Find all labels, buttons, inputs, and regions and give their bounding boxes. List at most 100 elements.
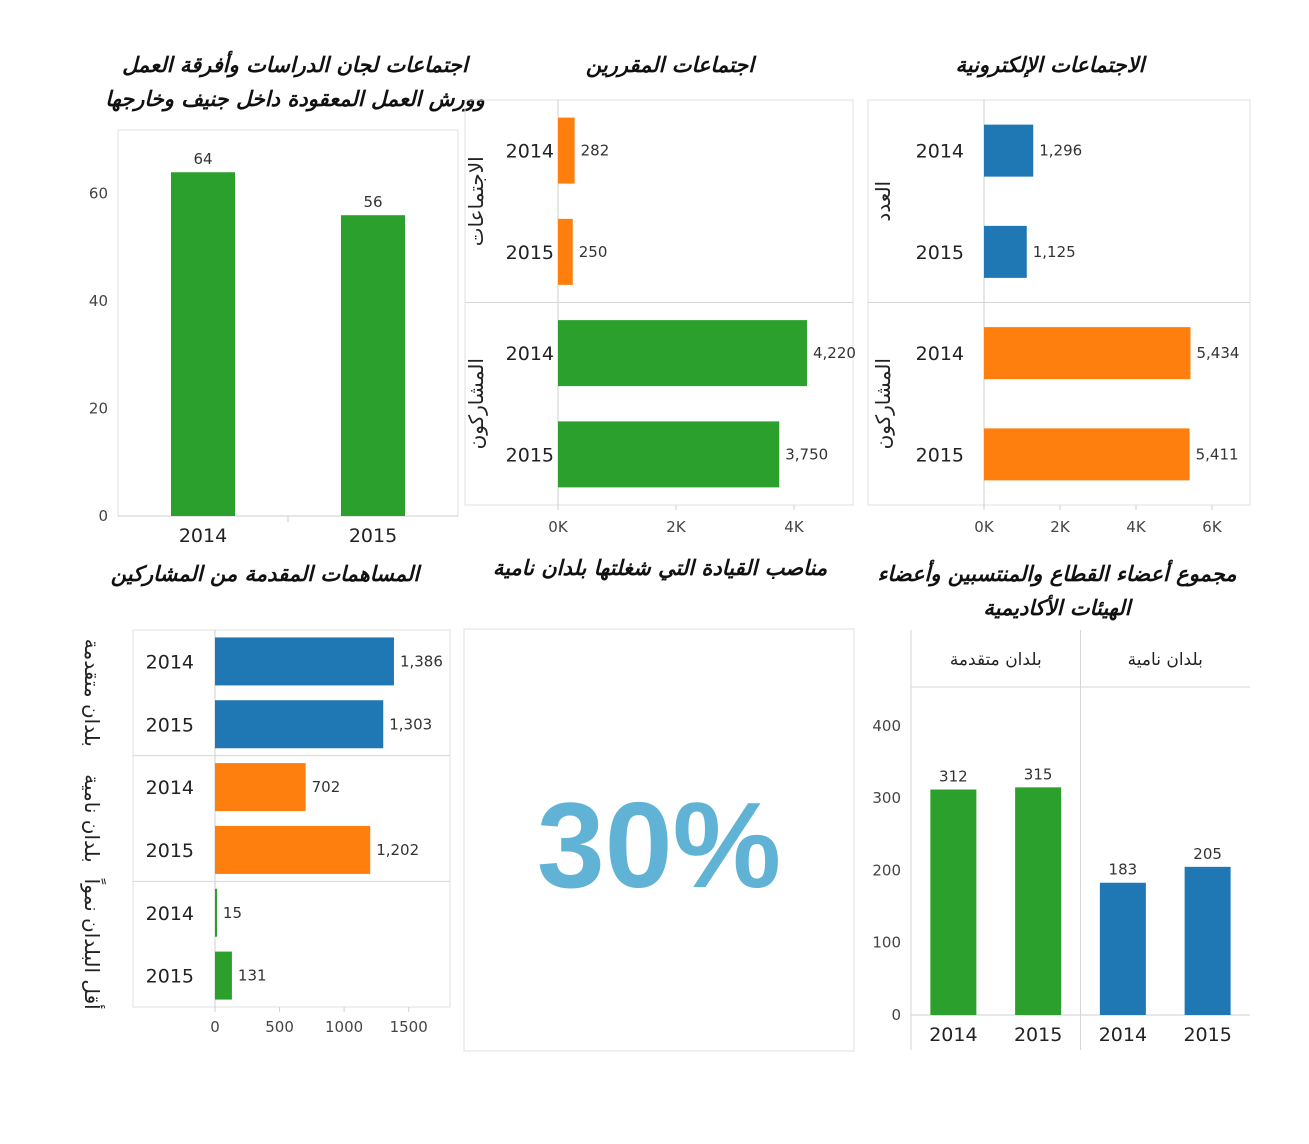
y-tick-label: 20: [89, 400, 108, 418]
group-label: العدد: [871, 181, 895, 222]
bar-value-label: 1,202: [376, 841, 419, 859]
electronic-meetings-chart: العدد 1,296 2014 1,125 2015 المشاركون 5,434 201…: [867, 99, 1251, 536]
category-label: 2015: [146, 840, 194, 862]
bar: [984, 124, 1034, 177]
bar-value-label: 183: [1109, 861, 1138, 879]
y-tick-label: 0: [891, 1006, 901, 1024]
x-tick-label: 0K: [974, 518, 995, 536]
category-label: 2015: [146, 966, 194, 988]
y-tick-label: 60: [89, 185, 108, 203]
bar-value-label: 205: [1193, 845, 1222, 863]
y-tick-label: 400: [872, 717, 901, 735]
x-tick-label: 2014: [179, 525, 227, 547]
x-tick-label: 4K: [784, 518, 805, 536]
category-label: 2014: [146, 651, 194, 673]
x-tick-label: 2015: [1183, 1024, 1231, 1046]
chart5-title: مناصب القيادة التي شغلتها بلدان نامية: [492, 555, 828, 580]
x-tick-label: 6K: [1202, 518, 1223, 536]
bar-value-label: 56: [363, 193, 382, 211]
x-tick-label: 2014: [929, 1024, 977, 1046]
bar: [1184, 866, 1231, 1015]
bar: [1099, 882, 1146, 1015]
bar: [558, 320, 807, 387]
bar: [1015, 787, 1062, 1015]
category-label: 2014: [506, 141, 554, 163]
bar-value-label: 15: [223, 904, 242, 922]
x-tick-label: 2K: [666, 518, 687, 536]
bar: [215, 700, 384, 749]
y-tick-label: 0: [98, 507, 108, 525]
bar-value-label: 64: [193, 150, 212, 168]
x-tick-label: 2K: [1050, 518, 1071, 536]
x-tick-label: 2015: [349, 525, 397, 547]
x-tick-label: 2014: [1099, 1024, 1147, 1046]
x-tick-label: 2015: [1014, 1024, 1062, 1046]
plot-frame: [117, 129, 459, 517]
bar: [558, 421, 780, 488]
category-label: 2015: [146, 714, 194, 736]
bar-value-label: 250: [579, 243, 608, 261]
contributions-chart: بلدان متقدمة 1,386 2014 1,303 2015 بلدان نامي…: [80, 629, 451, 1036]
group-label: بلدان متقدمة: [80, 639, 104, 747]
y-tick-label: 40: [89, 292, 108, 310]
rapporteur-meetings-chart: الاجتماعات 282 2014 250 2015 المشاركون 4,220 20…: [464, 99, 856, 536]
category-label: 2015: [916, 444, 964, 466]
category-label: 2014: [146, 777, 194, 799]
bar: [215, 637, 394, 686]
bar-value-label: 1,296: [1039, 142, 1082, 160]
category-label: 2014: [916, 343, 964, 365]
bar-value-label: 4,220: [813, 344, 856, 362]
bar-value-label: 1,303: [389, 715, 432, 733]
bar-value-label: 5,434: [1196, 344, 1239, 362]
chart3-title: الاجتماعات الإلكترونية: [955, 52, 1145, 77]
bar: [215, 951, 232, 1000]
group-label: بلدان نامية: [80, 774, 104, 862]
chart2-title: اجتماعات المقررين: [585, 52, 755, 77]
bar-value-label: 5,411: [1196, 445, 1239, 463]
group-label: المشاركون: [464, 358, 488, 449]
chart4-title: المساهمات المقدمة من المشاركين: [110, 561, 420, 586]
category-label: 2014: [146, 903, 194, 925]
x-tick-label: 1500: [390, 1018, 428, 1036]
bar: [558, 218, 573, 285]
meetings-studygroups-chart: 0 20 40 60 64 2014 56 2015: [89, 129, 459, 547]
x-tick-label: 0: [210, 1018, 220, 1036]
leadership-positions-panel: [463, 628, 855, 1052]
bar: [215, 888, 217, 937]
category-label: 2015: [506, 242, 554, 264]
bar-value-label: 312: [939, 768, 968, 786]
bar: [984, 327, 1191, 380]
category-label: 2014: [506, 343, 554, 365]
bar: [984, 225, 1027, 278]
y-tick-label: 100: [872, 934, 901, 952]
group-header: بلدان نامية: [1128, 650, 1203, 670]
chart6-title: مجموع أعضاء القطاع والمنتسبين وأعضاء اله…: [877, 561, 1237, 620]
category-label: 2014: [916, 141, 964, 163]
bar: [215, 825, 371, 874]
bar-value-label: 702: [312, 778, 341, 796]
group-label: المشاركون: [871, 358, 895, 449]
bar-value-label: 315: [1024, 765, 1053, 783]
y-tick-label: 200: [872, 861, 901, 879]
y-tick-label: 300: [872, 789, 901, 807]
panel-frame: [463, 628, 855, 1052]
x-tick-label: 4K: [1126, 518, 1147, 536]
group-label: الاجتماعات: [464, 156, 488, 246]
bar-value-label: 131: [238, 967, 267, 985]
group-label: أقل البلدان نمواً: [80, 878, 106, 1009]
bar: [171, 172, 235, 516]
group-header: بلدان متقدمة: [950, 650, 1042, 670]
bar: [984, 428, 1190, 481]
leadership-percentage: 30%: [536, 777, 782, 913]
x-tick-label: 500: [265, 1018, 294, 1036]
bar: [558, 117, 575, 184]
category-label: 2015: [506, 444, 554, 466]
bar: [930, 789, 977, 1015]
bar-value-label: 3,750: [785, 445, 828, 463]
bar-value-label: 282: [581, 142, 610, 160]
chart1-title: اجتماعات لجان الدراسات وأفرقة العمل وورش…: [105, 52, 485, 111]
bar-value-label: 1,386: [400, 652, 443, 670]
x-tick-label: 1000: [325, 1018, 363, 1036]
x-tick-label: 0K: [548, 518, 569, 536]
bar: [341, 215, 405, 516]
